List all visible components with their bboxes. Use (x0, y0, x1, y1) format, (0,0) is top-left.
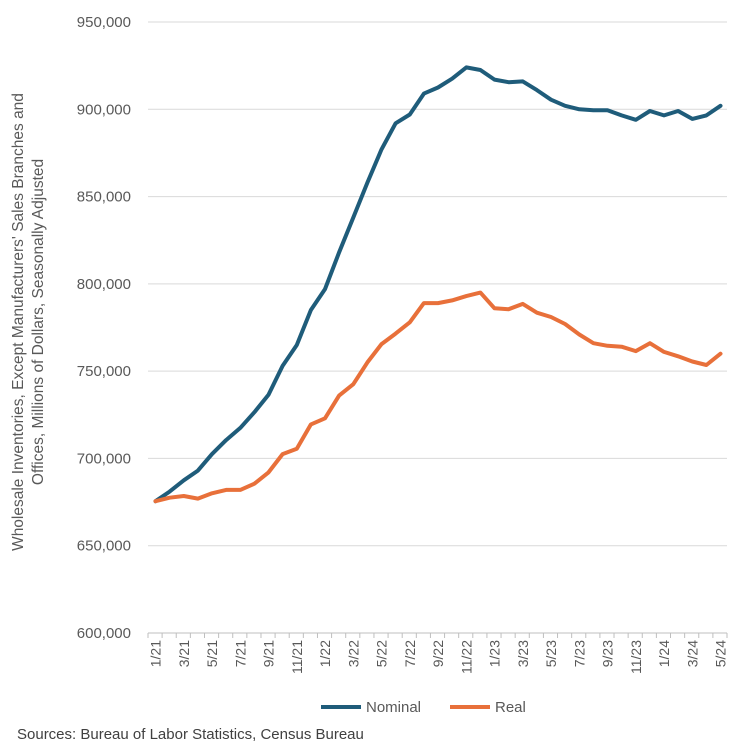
x-tick-label: 5/24 (713, 640, 729, 667)
gridlines (148, 21, 727, 547)
x-tick-label: 11/22 (458, 640, 474, 674)
legend-label-nominal: Nominal (366, 699, 421, 716)
x-tick-label: 5/22 (374, 640, 390, 667)
x-tick-label: 9/23 (600, 640, 616, 667)
x-tick-label: 1/21 (148, 640, 164, 667)
x-tick-label: 7/22 (402, 640, 418, 667)
source-note: Sources: Bureau of Labor Statistics, Cen… (17, 726, 364, 743)
legend: Nominal Real (321, 699, 526, 716)
y-tick-label: 950,000 (77, 14, 131, 31)
x-axis-tick-marks (147, 633, 728, 638)
x-tick-label: 3/21 (176, 640, 192, 667)
y-tick-label: 900,000 (77, 101, 131, 118)
x-tick-label: 9/21 (261, 640, 277, 667)
x-tick-label: 5/21 (204, 640, 220, 667)
x-tick-label: 11/23 (628, 640, 644, 674)
y-axis-ticks: 600,000 650,000 700,000 750,000 800,000 850,0… (77, 14, 131, 642)
y-tick-label: 850,000 (77, 189, 131, 206)
series-line-real (153, 290, 723, 504)
y-axis-label-line-2: Offices, Millions of Dollars, Seasonally… (30, 159, 47, 485)
y-tick-label: 650,000 (77, 538, 131, 555)
x-tick-label: 3/22 (345, 640, 361, 667)
y-tick-label: 750,000 (77, 363, 131, 380)
x-tick-label: 7/23 (571, 640, 587, 667)
x-tick-label: 11/21 (289, 640, 305, 674)
y-axis-label-line-1: Wholesale Inventories, Except Manufactur… (10, 93, 27, 551)
y-tick-label: 700,000 (77, 450, 131, 467)
x-tick-label: 3/23 (515, 640, 531, 667)
x-tick-label: 5/23 (543, 640, 559, 667)
x-tick-label: 3/24 (684, 640, 700, 667)
x-axis-tick-labels: 1/21 3/21 5/21 7/21 9/21 11/21 1/22 3/22 5/22 7/2… (148, 640, 729, 674)
series-line-nominal (153, 65, 723, 504)
x-tick-label: 7/21 (232, 640, 248, 667)
x-tick-label: 1/23 (487, 640, 503, 667)
x-tick-label: 9/22 (430, 640, 446, 667)
y-tick-label: 800,000 (77, 276, 131, 293)
legend-label-real: Real (495, 699, 526, 716)
x-tick-label: 1/22 (317, 640, 333, 667)
series-lines (153, 65, 723, 504)
y-tick-label: 600,000 (77, 625, 131, 642)
x-tick-label: 1/24 (656, 640, 672, 667)
